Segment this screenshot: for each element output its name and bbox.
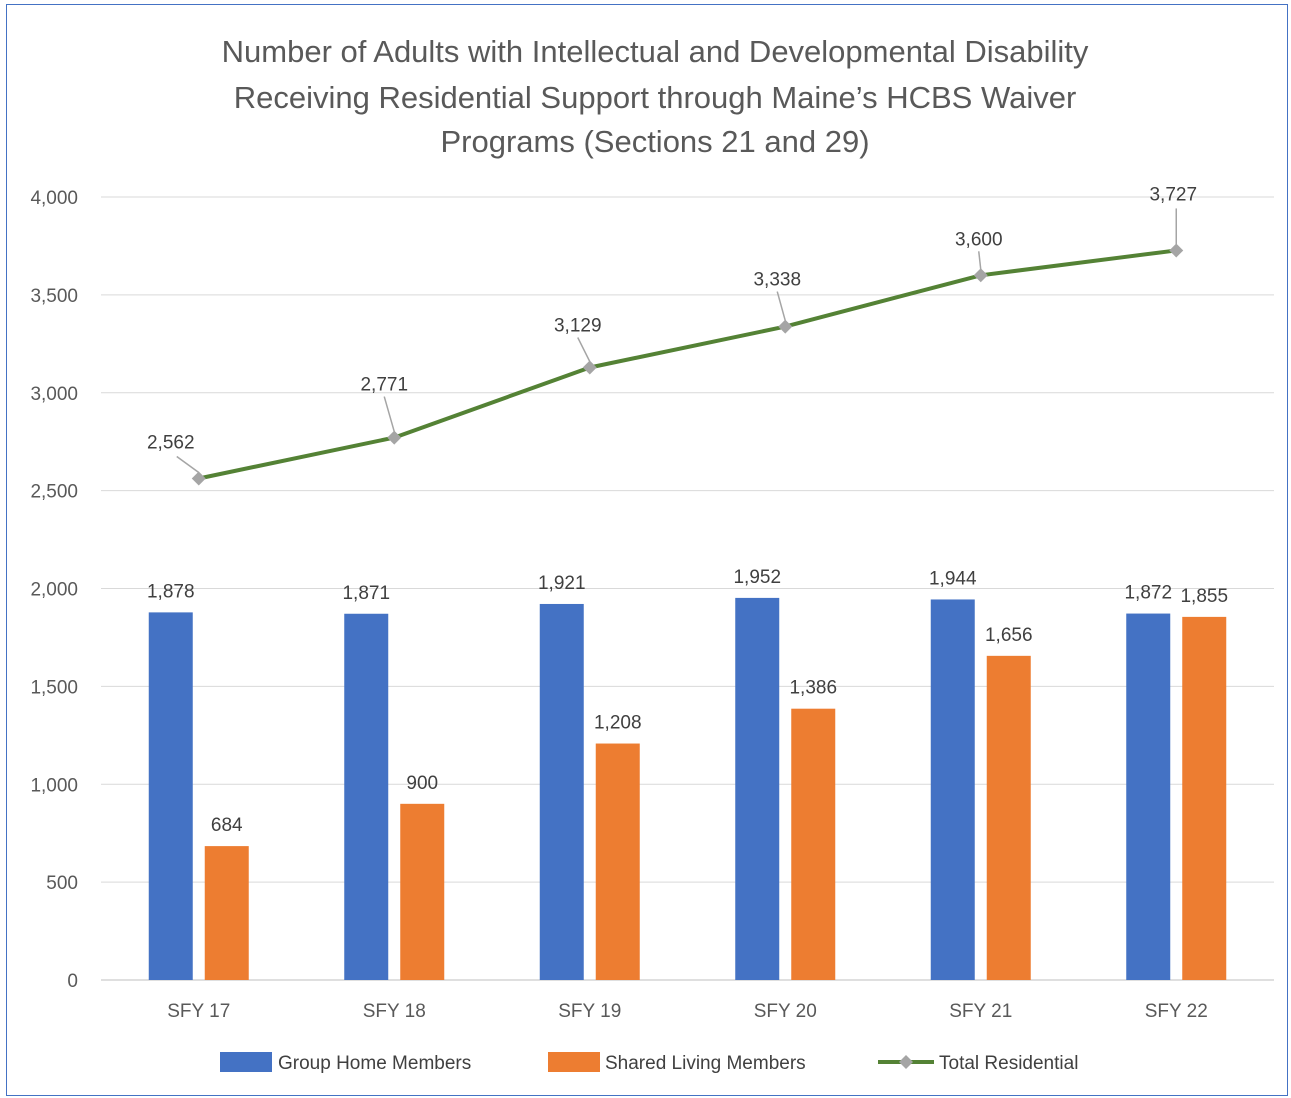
data-label: 684 [211, 815, 243, 836]
data-label: 1,944 [929, 568, 977, 589]
data-label: 1,208 [594, 713, 642, 734]
bar-shared-living [204, 846, 249, 980]
y-tick-label: 500 [46, 873, 78, 894]
data-label: 1,878 [147, 581, 195, 602]
total-residential-line [198, 248, 1177, 481]
x-tick-label: SFY 18 [363, 1001, 426, 1022]
legend-swatch-group-home [220, 1052, 272, 1072]
data-label: 3,338 [753, 270, 801, 291]
bar-shared-living [400, 803, 445, 980]
chart-title-line: Receiving Residential Support through Ma… [234, 80, 1077, 115]
bar-group-home [1126, 613, 1171, 980]
data-label: 1,921 [538, 573, 586, 594]
bar-shared-living [986, 655, 1031, 980]
y-tick-label: 1,500 [30, 677, 78, 698]
legend-marker [899, 1055, 913, 1069]
leader-line [176, 455, 200, 474]
data-label: 1,872 [1124, 583, 1172, 604]
leader-line [577, 337, 591, 362]
data-label: 1,386 [789, 678, 837, 699]
legend-swatch-shared-living [548, 1052, 600, 1072]
line-marker [387, 430, 402, 445]
line-marker [973, 268, 988, 283]
x-tick-label: SFY 19 [558, 1001, 621, 1022]
line-marker [1169, 243, 1184, 258]
line-marker [582, 360, 597, 375]
legend-label: Group Home Members [278, 1053, 471, 1074]
data-label: 900 [406, 773, 438, 794]
line-marker [191, 471, 206, 486]
bar-shared-living [1182, 616, 1227, 980]
y-tick-label: 3,000 [30, 384, 78, 405]
data-label: 2,771 [360, 375, 408, 396]
y-tick-label: 2,500 [30, 482, 78, 503]
legend-label: Total Residential [939, 1053, 1078, 1074]
data-label: 3,600 [955, 229, 1003, 250]
bar-group-home [735, 597, 780, 980]
data-label: 2,562 [147, 432, 195, 453]
bar-group-home [344, 613, 389, 980]
x-tick-label: SFY 17 [167, 1001, 230, 1022]
data-label: 1,855 [1180, 586, 1228, 607]
bar-group-home [148, 612, 193, 980]
x-tick-label: SFY 22 [1145, 1001, 1208, 1022]
y-tick-label: 0 [67, 971, 78, 992]
legend-label: Shared Living Members [605, 1053, 806, 1074]
y-tick-label: 3,500 [30, 286, 78, 307]
data-label: 1,952 [733, 567, 781, 588]
data-label: 3,727 [1149, 184, 1197, 205]
leader-line [978, 251, 982, 270]
leader-line [776, 291, 786, 321]
bar-group-home [930, 599, 975, 980]
bar-shared-living [791, 708, 836, 980]
bar-group-home [539, 603, 584, 980]
leader-line [383, 396, 395, 432]
data-label: 1,871 [342, 583, 390, 604]
bar-shared-living [595, 743, 640, 980]
chart-title-line: Programs (Sections 21 and 29) [440, 124, 869, 159]
y-tick-label: 1,000 [30, 775, 78, 796]
data-label: 1,656 [985, 625, 1033, 646]
y-tick-label: 4,000 [30, 188, 78, 209]
x-tick-label: SFY 20 [754, 1001, 817, 1022]
y-tick-label: 2,000 [30, 580, 78, 601]
x-tick-label: SFY 21 [949, 1001, 1012, 1022]
chart-title-line: Number of Adults with Intellectual and D… [222, 34, 1089, 69]
data-label: 3,129 [554, 315, 602, 336]
line-marker [778, 319, 793, 334]
